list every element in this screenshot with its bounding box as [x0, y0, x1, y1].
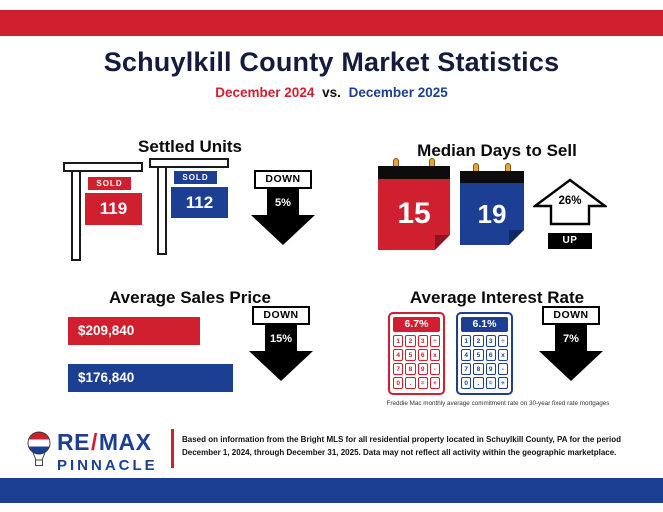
sign-post	[157, 158, 167, 255]
calendar-2024: 15	[378, 158, 450, 250]
brand-re: RE	[57, 429, 90, 455]
down-label: DOWN	[254, 170, 312, 189]
avg-price-change-percent: 15%	[265, 325, 297, 351]
calculator-key: 1	[461, 335, 472, 347]
settled-units-change-arrow: DOWN 5%	[251, 170, 315, 245]
settled-units-2024-value: 119	[85, 193, 142, 225]
interest-rate-change-percent: 7%	[555, 325, 587, 351]
calculator-key: .	[473, 377, 484, 389]
calendar-2025: 19	[460, 163, 524, 245]
sign-post	[71, 162, 81, 261]
calculator-key: x	[429, 349, 440, 361]
disclaimer-text: Based on information from the Bright MLS…	[182, 435, 622, 457]
calculator-key: 3	[485, 335, 496, 347]
calculator-key: .	[405, 377, 416, 389]
calculator-key: ÷	[497, 335, 508, 347]
calculator-keypad: 1 2 3 ÷ 4 5 6 x 7 8 9- 0. = +	[393, 335, 440, 389]
calendar-fold-cut	[509, 230, 524, 245]
calculator-key: 4	[393, 349, 404, 361]
down-arrow-icon	[251, 215, 315, 245]
period-2025-label: December 2025	[348, 85, 448, 100]
up-arrow-icon: 26%	[531, 178, 609, 226]
red-divider	[171, 429, 174, 468]
sign-arm	[63, 162, 143, 172]
bottom-blue-bar	[0, 478, 663, 503]
avg-interest-rate-title: Average Interest Rate	[409, 288, 585, 307]
calculator-key: +	[429, 377, 440, 389]
calculator-key: -	[497, 363, 508, 375]
vs-label: vs.	[322, 85, 341, 100]
subtitle: December 2024 vs. December 2025	[0, 85, 663, 100]
calculator-key: 5	[473, 349, 484, 361]
remax-logo-text: RE/MAX	[57, 429, 158, 456]
remax-wordmark: RE/MAX PINNACLE	[57, 429, 158, 474]
calculator-key: =	[485, 377, 496, 389]
calculator-key: x	[497, 349, 508, 361]
sold-rider-2025: SOLD	[174, 171, 217, 184]
median-days-title: Median Days to Sell	[417, 141, 577, 160]
calculator-key: 3	[417, 335, 428, 347]
down-arrow-icon	[249, 351, 313, 381]
calculator-keypad: 1 2 3 ÷ 4 5 6 x 7 8 9- 0. = +	[461, 335, 508, 389]
calendar-header	[378, 166, 450, 179]
top-red-bar	[0, 10, 663, 36]
calculator-key: 1	[393, 335, 404, 347]
calculator-key: 5	[405, 349, 416, 361]
avg-price-2025-bar: $176,840	[68, 364, 233, 392]
avg-price-change-arrow: DOWN 15%	[249, 306, 313, 381]
interest-rate-change-arrow: DOWN 7%	[539, 306, 603, 381]
calculator-key: 9	[485, 363, 496, 375]
calendar-fold-cut	[435, 235, 450, 250]
avg-sales-price-title: Average Sales Price	[109, 288, 271, 307]
settled-units-change-percent: 5%	[267, 189, 299, 215]
period-2024-label: December 2024	[215, 85, 315, 100]
down-arrow-icon	[539, 351, 603, 381]
avg-price-2025-value: $176,840	[78, 370, 135, 385]
interest-rate-2024-value: 6.7%	[393, 317, 440, 332]
sold-rider-2024: SOLD	[88, 177, 131, 190]
calculator-key: 0	[393, 377, 404, 389]
calculator-key: 8	[473, 363, 484, 375]
remax-balloon-icon	[27, 431, 51, 466]
interest-rate-2025-value: 6.1%	[461, 317, 508, 332]
sign-arm	[149, 158, 229, 168]
settled-units-title: Settled Units	[138, 137, 242, 156]
interest-rate-footnote: Freddie Mac monthly average commitment r…	[386, 400, 610, 407]
calculator-key: 0	[461, 377, 472, 389]
median-days-change-arrow: 26% UP	[531, 178, 609, 249]
calculator-key: 8	[405, 363, 416, 375]
calculator-key: 7	[393, 363, 404, 375]
calculator-2025: 6.1% 1 2 3 ÷ 4 5 6 x 7 8 9- 0. = +	[456, 312, 513, 395]
avg-price-2024-value: $209,840	[78, 323, 135, 338]
up-label: UP	[548, 233, 592, 249]
settled-units-2025-value: 112	[171, 187, 228, 218]
calculator-key: 9	[417, 363, 428, 375]
calculator-key: 6	[485, 349, 496, 361]
calculator-key: 2	[405, 335, 416, 347]
calculator-key: 2	[473, 335, 484, 347]
calculator-key: 7	[461, 363, 472, 375]
calculator-2024: 6.7% 1 2 3 ÷ 4 5 6 x 7 8 9- 0. = +	[388, 312, 445, 395]
down-label: DOWN	[252, 306, 310, 325]
calendar-header	[460, 171, 524, 183]
down-label: DOWN	[542, 306, 600, 325]
calculator-key: =	[417, 377, 428, 389]
calculator-key: 4	[461, 349, 472, 361]
avg-price-2024-bar: $209,840	[68, 317, 200, 345]
calculator-key: ÷	[429, 335, 440, 347]
calculator-key: 6	[417, 349, 428, 361]
brand-max: MAX	[98, 429, 152, 455]
median-days-change-percent: 26%	[558, 195, 581, 207]
brand-pinnacle: PINNACLE	[57, 457, 158, 474]
page-title: Schuylkill County Market Statistics	[103, 47, 560, 77]
calculator-key: -	[429, 363, 440, 375]
calculator-key: +	[497, 377, 508, 389]
brand-slash: /	[90, 429, 98, 455]
